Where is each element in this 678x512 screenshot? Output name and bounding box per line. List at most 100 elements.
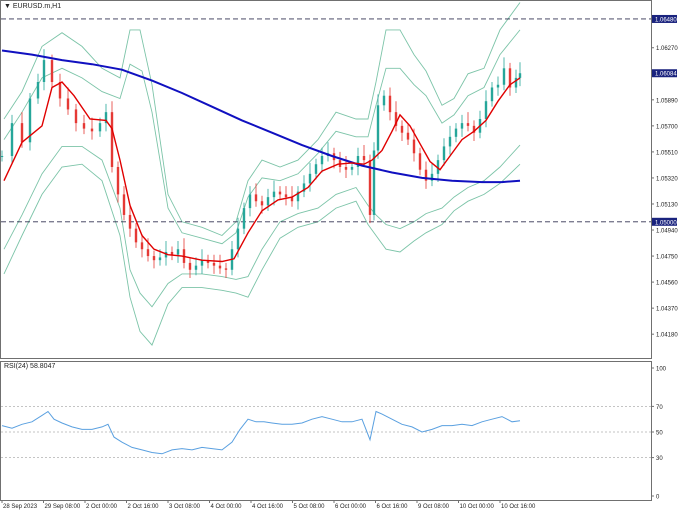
level-label: 1.05000 [655,220,677,226]
candle-body [260,201,264,206]
rsi-tick-label: 50 [656,431,663,437]
candle-body [400,125,404,133]
rsi-indicator: 100 70 50 30 0 [1,367,667,501]
candle-body [372,150,376,215]
candle-body [176,249,180,255]
candle-body [424,169,428,181]
candle-body [82,123,86,129]
candle-body [388,95,392,113]
candle-body [278,191,282,195]
candle-body [436,160,440,174]
candle-body [36,82,40,99]
candle-body [266,197,270,206]
time-tick-label: 6 Oct 16:00 [377,504,409,510]
time-tick-label: 2 Oct 16:00 [128,504,160,510]
time-tick-label: 3 Oct 08:00 [169,504,201,510]
candle-body [50,60,54,83]
current-price-label-bg [652,69,677,78]
candle-body [66,98,70,110]
bollinger-lower-2 [3,144,521,308]
level-label-bg [652,217,677,226]
fast-moving-average [3,77,521,263]
symbol-title: ▼ EURUSD.m,H1 [4,3,61,10]
time-tick-label: 2 Oct 00:00 [86,504,118,510]
time-tick-label: 9 Oct 08:00 [418,504,450,510]
bollinger-upper-1 [3,2,521,237]
candle-body [28,98,32,143]
current-price-label: 1.06084 [655,72,677,78]
candle-body [430,173,434,181]
candle-body [194,265,198,270]
rsi-tick-label: 100 [656,367,667,373]
candle-body [502,68,506,85]
candle-body [442,146,446,161]
price-tick-label: 1.04940 [656,229,678,235]
candle-body [254,194,258,202]
candle-body [302,183,306,192]
candle-body [90,128,94,132]
price-tick-label: 1.04370 [656,307,678,313]
time-tick-label: 6 Oct 00:00 [335,504,367,510]
candle-body [454,128,458,137]
time-tick-label: 29 Sep 08:00 [45,504,81,510]
price-tick-label: 1.06270 [656,46,678,52]
candle-body [406,132,410,140]
time-tick-label: 4 Oct 16:00 [252,504,284,510]
candle-body [368,160,372,215]
candle-body [284,194,288,198]
candle-body [448,136,452,147]
time-tick-label: 4 Oct 00:00 [211,504,243,510]
rsi-panel-frame [0,361,652,501]
candle-body [104,112,108,124]
candle-body [472,125,476,133]
candle-body [308,173,312,184]
candle-body [350,166,354,170]
candle-body [58,82,62,99]
candle-body [508,68,512,88]
candle-body [362,156,366,161]
candle-body [98,123,102,132]
level-label: 1.06480 [655,17,677,23]
candle-body [242,208,246,229]
price-tick-label: 1.05130 [656,202,678,208]
candle-body [10,123,14,157]
bollinger-bands [3,2,521,346]
time-tick-label: 28 Sep 2023 [3,504,38,510]
candle-body [320,156,324,165]
time-tick-label: 10 Oct 16:00 [501,504,536,510]
dropdown-arrow-icon[interactable]: ▼ [4,3,11,10]
level-label-bg [652,14,677,23]
candle-body [200,260,204,266]
candle-body [394,112,398,126]
candle-body [116,166,120,195]
price-tick-label: 1.05890 [656,98,678,104]
time-tick-label: 5 Oct 08:00 [294,504,326,510]
indicator-title: RSI(24) 58.8047 [4,363,56,370]
candle-body [146,249,150,257]
candle-body [296,191,300,202]
candle-body [290,197,294,202]
symbol-title-text: EURUSD.m,H1 [12,3,62,10]
candle-body [134,228,138,243]
main-panel-frame [0,0,652,359]
candle-body [382,95,386,106]
price-tick-label: 1.04180 [656,333,678,339]
candle-body [248,194,252,209]
candle-body [170,251,174,255]
candle-body [356,156,360,167]
slow-moving-average [1,49,521,184]
candle-body [496,84,500,88]
price-tick-label: 1.04750 [656,255,678,261]
candle-body [236,228,240,250]
rsi-tick-label: 70 [656,405,663,411]
candle-body [460,123,464,129]
candle-body [74,109,78,124]
candle-body [140,242,144,250]
candle-body [376,105,380,151]
candle-body [490,87,494,102]
candle-body [206,260,210,263]
time-axis: 28 Sep 2023 29 Sep 08:00 2 Oct 00:00 2 Oct … [1,500,536,510]
candle-body [466,123,470,126]
price-axis: 1.06270 1.05890 1.05700 1.05510 1.05320 1.051… [651,14,678,339]
